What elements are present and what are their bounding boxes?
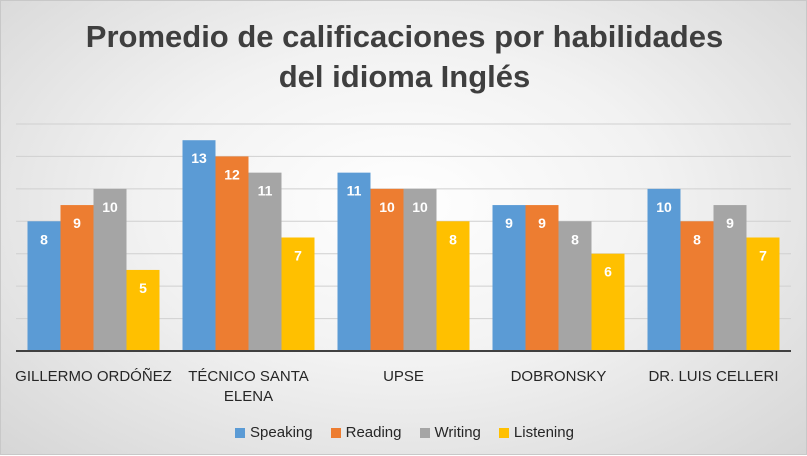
chart-title-line-1: Promedio de calificaciones por habilidad…: [85, 19, 724, 54]
legend-swatch: [498, 427, 509, 438]
data-label: 11: [347, 183, 362, 199]
x-tick-label: TÉCNICO SANTA: [188, 368, 309, 385]
data-label: 9: [538, 215, 546, 231]
data-label: 8: [571, 231, 579, 247]
data-label: 9: [505, 215, 513, 231]
x-tick-label: DOBRONSKY: [511, 368, 607, 385]
bar-speaking: [492, 205, 526, 351]
legend: Speaking Reading Writing Listening: [1, 424, 807, 441]
bar-reading: [370, 188, 404, 351]
legend-label: Listening: [513, 424, 574, 441]
legend-swatch: [235, 427, 246, 438]
x-tick-label: DR. LUIS CELLERI: [648, 368, 778, 385]
legend-item-speaking: Speaking: [235, 424, 313, 441]
bar-listening: [281, 237, 315, 351]
x-tick-label: GILLERMO ORDÓÑEZ: [15, 368, 172, 385]
data-label: 10: [379, 199, 395, 215]
bar-writing: [403, 188, 437, 351]
data-label: 7: [759, 248, 767, 264]
chart-title: Promedio de calificaciones por habilidad…: [1, 17, 807, 97]
bar-speaking: [337, 172, 371, 351]
legend-swatch: [419, 427, 430, 438]
bar-speaking: [182, 140, 216, 351]
x-tick-label: UPSE: [383, 368, 424, 385]
data-label: 8: [449, 231, 457, 247]
data-label: 11: [258, 183, 273, 199]
bar-writing: [558, 221, 592, 351]
bar-writing: [248, 172, 282, 351]
data-label: 10: [412, 199, 428, 215]
bar-listening: [591, 253, 625, 351]
data-label: 12: [224, 166, 240, 182]
data-label: 5: [139, 280, 147, 296]
bar-speaking: [647, 188, 681, 351]
x-tick-label: ELENA: [224, 388, 273, 405]
legend-label: Writing: [434, 424, 481, 441]
data-label: 13: [191, 150, 207, 166]
legend-item-reading: Reading: [330, 424, 402, 441]
data-label: 8: [40, 231, 48, 247]
bar-writing: [713, 205, 747, 351]
legend-label: Speaking: [250, 424, 313, 441]
legend-item-listening: Listening: [498, 424, 574, 441]
legend-item-writing: Writing: [419, 424, 481, 441]
legend-swatch: [330, 427, 341, 438]
data-label: 9: [73, 215, 81, 231]
data-label: 9: [726, 215, 734, 231]
bar-reading: [680, 221, 714, 351]
bar-listening: [746, 237, 780, 351]
data-label: 8: [693, 231, 701, 247]
legend-label: Reading: [345, 424, 402, 441]
bar-reading: [60, 205, 94, 351]
chart-title-line-2: del idioma Inglés: [278, 59, 531, 94]
bar-reading: [215, 156, 249, 351]
bar-listening: [436, 221, 470, 351]
bar-writing: [93, 188, 127, 351]
bar-listening: [126, 269, 160, 351]
data-label: 10: [102, 199, 118, 215]
data-label: 6: [604, 264, 612, 280]
data-label: 10: [656, 199, 672, 215]
bar-speaking: [27, 221, 61, 351]
data-label: 7: [294, 248, 302, 264]
bar-reading: [525, 205, 559, 351]
